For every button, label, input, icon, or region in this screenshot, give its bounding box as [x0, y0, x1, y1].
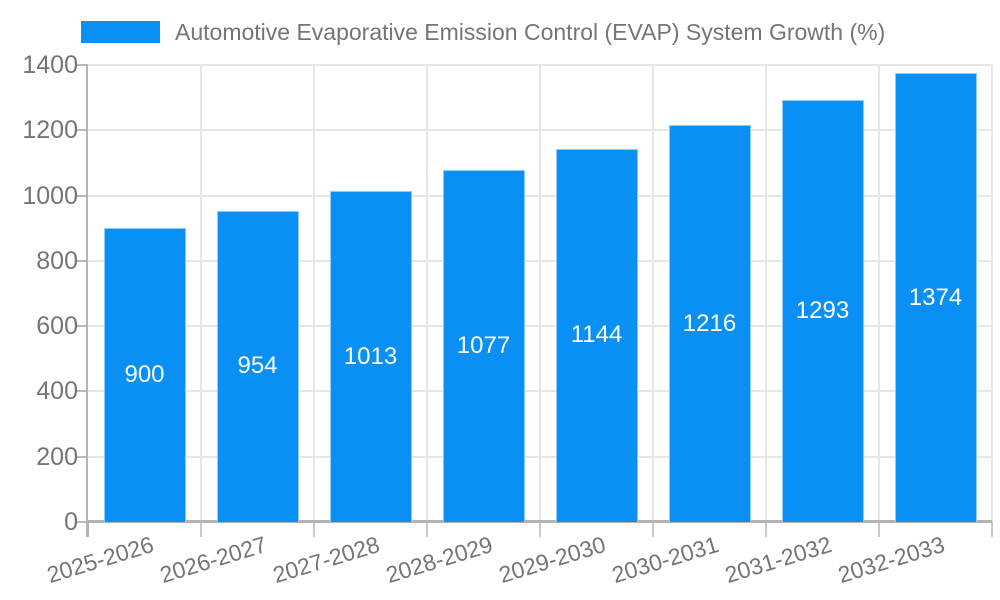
x-axis-category-label: 2026-2027: [156, 531, 270, 589]
x-axis-category-label: 2027-2028: [269, 531, 383, 589]
legend-swatch-icon: [81, 21, 160, 43]
bar-value-label: 1293: [795, 296, 850, 324]
bar-value-label: 1144: [570, 321, 623, 349]
x-axis-tick: [652, 522, 654, 537]
x-axis-tick: [200, 522, 202, 537]
gridline-vertical: [878, 65, 880, 522]
x-axis-category-label: 2030-2031: [608, 531, 722, 589]
y-axis-tick-label: 200: [36, 442, 78, 471]
y-axis-tick-label: 1000: [22, 181, 78, 210]
y-axis-tick-label: 1200: [22, 116, 78, 145]
chart-bar[interactable]: [216, 210, 299, 522]
legend-label: Automotive Evaporative Emission Control …: [175, 19, 886, 45]
x-axis-category-label: 2025-2026: [43, 531, 157, 589]
y-axis-tick: [76, 259, 88, 262]
x-axis-category-label: 2029-2030: [495, 531, 609, 589]
y-axis-tick: [76, 194, 88, 197]
x-axis-tick: [426, 522, 428, 537]
x-axis-tick: [87, 522, 89, 537]
gridline-vertical: [200, 65, 202, 522]
x-axis-category-label: 2031-2032: [721, 531, 835, 589]
bar-value-label: 900: [124, 361, 165, 389]
chart-bar[interactable]: [555, 148, 638, 522]
x-axis-tick: [878, 522, 880, 537]
y-axis-tick-label: 800: [36, 246, 78, 275]
chart-bar[interactable]: [442, 170, 525, 522]
chart-bar[interactable]: [894, 73, 977, 522]
y-axis-tick: [76, 325, 88, 328]
y-axis-tick: [76, 390, 88, 393]
chart-bar[interactable]: [103, 228, 186, 522]
y-axis-tick: [76, 64, 88, 66]
y-axis-tick-label: 0: [64, 508, 78, 536]
gridline-vertical: [652, 65, 654, 522]
y-axis-tick-label: 400: [36, 377, 78, 406]
gridline-vertical: [991, 65, 993, 522]
y-axis-tick: [76, 129, 88, 132]
x-axis-category-label: 2032-2033: [834, 531, 948, 589]
y-axis-tick-label: 1400: [22, 51, 78, 79]
chart-bar[interactable]: [781, 99, 864, 522]
bar-value-label: 1013: [343, 342, 398, 370]
bar-value-label: 954: [237, 352, 278, 380]
gridline-vertical: [539, 65, 541, 522]
chart-bar[interactable]: [329, 191, 412, 522]
y-axis-tick: [76, 521, 88, 523]
gridline-vertical: [313, 65, 315, 522]
chart-bar[interactable]: [668, 125, 751, 522]
x-axis-tick: [539, 522, 541, 537]
x-axis-tick: [313, 522, 315, 537]
bar-value-label: 1374: [908, 283, 963, 311]
x-axis-tick: [991, 522, 993, 537]
y-axis-line: [86, 65, 88, 537]
bar-value-label: 1077: [456, 332, 511, 360]
gridline-vertical: [426, 65, 428, 522]
gridline-vertical: [765, 65, 767, 522]
x-axis-category-label: 2028-2029: [382, 531, 496, 589]
y-axis-tick: [76, 455, 88, 458]
x-axis-baseline: [88, 520, 992, 523]
y-axis-tick-label: 600: [36, 312, 78, 341]
bar-value-label: 1216: [682, 309, 737, 337]
x-axis-tick: [765, 522, 767, 537]
